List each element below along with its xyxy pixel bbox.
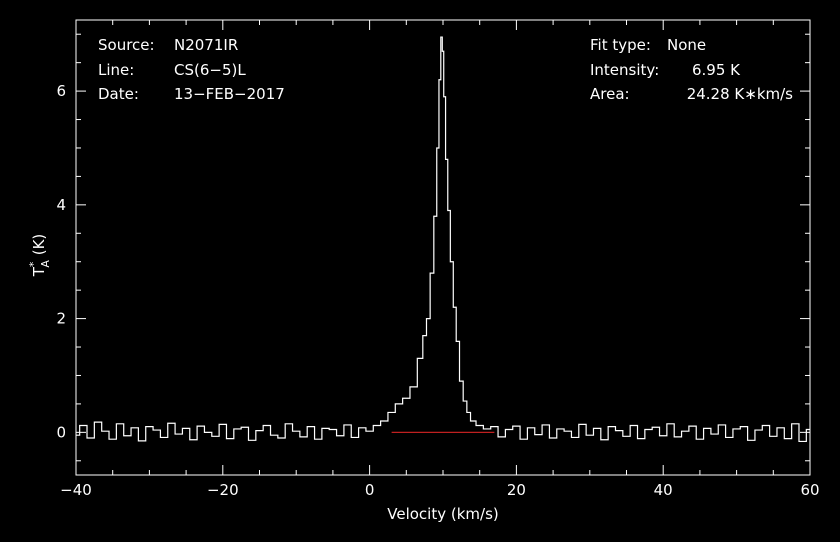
y-tick-label: 2 bbox=[56, 310, 66, 328]
area-label: Area: bbox=[590, 85, 630, 103]
area-value: 24.28 K∗km/s bbox=[687, 85, 793, 103]
svg-text:T*A (K): T*A (K) bbox=[27, 234, 52, 278]
source-value: N2071IR bbox=[174, 36, 238, 54]
line-value: CS(6−5)L bbox=[174, 61, 246, 79]
y-tick-label: 6 bbox=[56, 82, 66, 100]
y-tick-label: 4 bbox=[56, 196, 66, 214]
x-tick-label: 40 bbox=[654, 481, 673, 499]
y-axis-label-sub: A bbox=[39, 260, 52, 268]
date-label: Date: bbox=[98, 85, 139, 103]
x-tick-label: 60 bbox=[800, 481, 819, 499]
axis-ticks bbox=[75, 20, 811, 475]
y-axis-label-sup: * bbox=[27, 261, 40, 267]
intensity-label: Intensity: bbox=[590, 61, 659, 79]
date-value: 13−FEB−2017 bbox=[174, 85, 285, 103]
y-axis-label: T*A (K) bbox=[27, 234, 52, 278]
x-tick-label: 0 bbox=[365, 481, 375, 499]
y-axis-label-unit: (K) bbox=[30, 234, 48, 260]
line-label: Line: bbox=[98, 61, 134, 79]
intensity-value: 6.95 K bbox=[692, 61, 741, 79]
fit-type-value: None bbox=[667, 36, 706, 54]
x-axis-label: Velocity (km/s) bbox=[387, 505, 498, 523]
fit-type-label: Fit type: bbox=[590, 36, 651, 54]
x-tick-label: −40 bbox=[60, 481, 92, 499]
axis-tick-labels: −40 −20 0 20 40 60 0 2 4 6 bbox=[56, 82, 819, 499]
source-label: Source: bbox=[98, 36, 155, 54]
x-tick-label: −20 bbox=[207, 481, 239, 499]
y-tick-label: 0 bbox=[56, 423, 66, 441]
y-axis-label-main: T bbox=[30, 266, 48, 277]
x-tick-label: 20 bbox=[507, 481, 526, 499]
spectrum-line bbox=[76, 36, 810, 443]
